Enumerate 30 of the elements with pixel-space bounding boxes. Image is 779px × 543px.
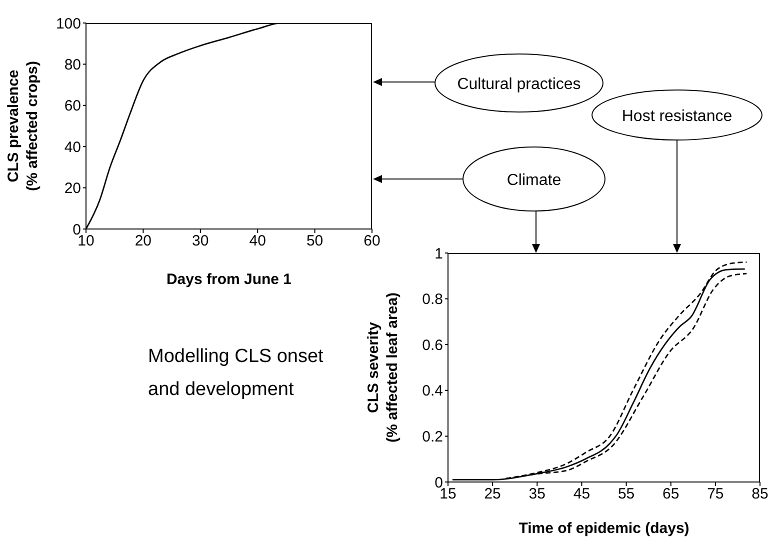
y-tick-label: 0.8 <box>422 291 443 308</box>
x-tick-label: 25 <box>484 486 501 503</box>
x-tick-label: 50 <box>306 232 324 250</box>
x-tick-label: 45 <box>573 486 590 503</box>
y-axis-title: CLS prevalence (% affected crops) <box>5 60 41 192</box>
x-tick-label: 60 <box>364 232 380 250</box>
x-tick-label: 65 <box>662 486 680 503</box>
text: Modelling CLS onset and development <box>148 346 324 400</box>
y-tick-label: 0.2 <box>422 428 443 446</box>
text: Host resistance <box>622 108 732 125</box>
y-tick-label: 60 <box>64 98 81 115</box>
x-tick-label: 55 <box>618 486 635 503</box>
y-axis-title: CLS severity (% affected leaf area) <box>365 292 401 443</box>
y-tick-label: 0.6 <box>422 336 443 354</box>
y-tick-label: 0.4 <box>422 382 443 400</box>
x-tick-label: 75 <box>707 486 724 503</box>
y-tick-label: 100 <box>56 15 81 32</box>
y-tick-label: 40 <box>64 138 81 156</box>
y-tick-label: 80 <box>64 56 81 74</box>
x-tick-label: 20 <box>134 232 152 250</box>
x-tick-label: 85 <box>752 486 768 503</box>
x-axis-title: Days from June 1 <box>166 271 292 288</box>
x-tick-label: 40 <box>249 232 266 250</box>
text: Climate <box>506 172 562 189</box>
x-tick-label: 30 <box>192 232 209 250</box>
text: Cultural practices <box>457 76 581 93</box>
x-tick-label: 35 <box>528 486 546 503</box>
x-axis-title: Time of epidemic (days) <box>518 520 690 537</box>
y-tick-label: 1 <box>434 245 443 262</box>
y-tick-label: 20 <box>64 180 81 198</box>
